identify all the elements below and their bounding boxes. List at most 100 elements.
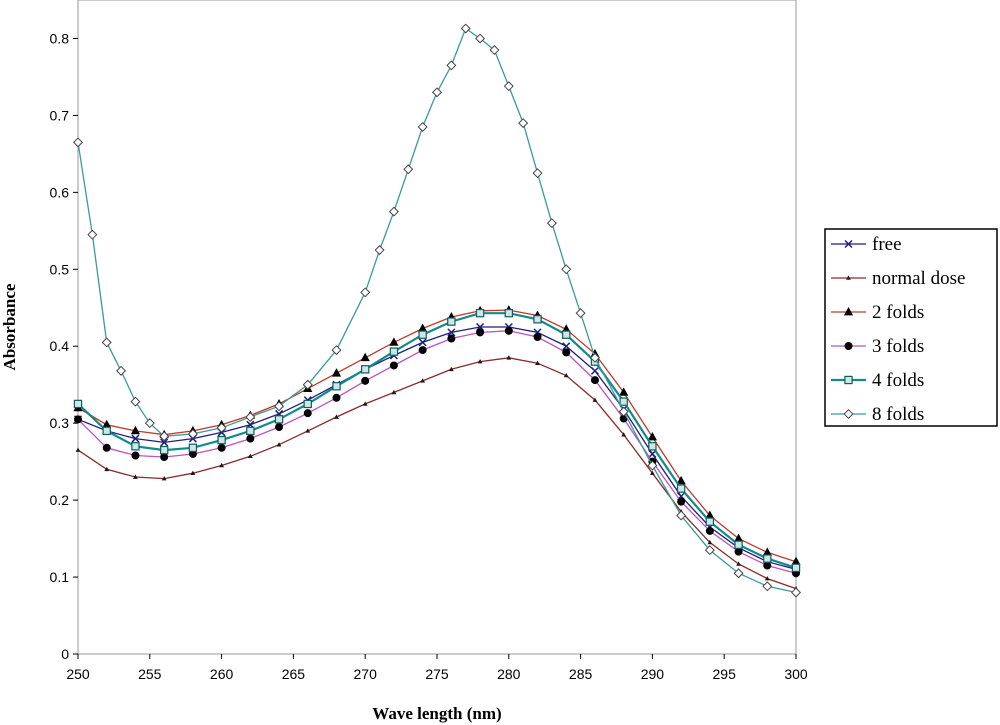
data-point: [104, 466, 110, 472]
data-point: [403, 164, 414, 175]
legend-item: free: [831, 234, 902, 255]
y-axis-title: Absorbance: [0, 283, 19, 370]
data-point: [332, 382, 341, 391]
data-point: [533, 315, 542, 324]
data-point: [790, 587, 802, 598]
legend-item: 8 folds: [831, 404, 924, 425]
data-point: [506, 355, 512, 360]
data-point: [276, 442, 282, 447]
data-point: [504, 326, 513, 335]
x-tick-label: 275: [425, 666, 449, 682]
data-point: [533, 333, 542, 342]
data-point: [187, 428, 198, 439]
data-point: [503, 81, 514, 92]
data-point: [360, 287, 371, 298]
y-tick-label: 0.2: [50, 492, 70, 508]
data-point: [733, 533, 744, 542]
y-tick-label: 0.7: [50, 107, 70, 123]
x-tick-label: 290: [641, 666, 665, 682]
data-point: [448, 366, 454, 372]
legend-label: free: [872, 234, 902, 255]
data-point: [590, 376, 599, 385]
data-point: [460, 23, 471, 34]
data-point: [87, 229, 98, 240]
data-point: [303, 399, 312, 409]
series-line: [77, 357, 797, 590]
data-point: [332, 393, 341, 402]
data-point: [133, 474, 138, 479]
data-point: [535, 360, 540, 365]
x-tick-label: 255: [138, 666, 162, 682]
data-point: [102, 426, 111, 436]
data-point: [592, 397, 598, 402]
data-point: [705, 517, 715, 526]
legend-item: 4 folds: [831, 370, 924, 391]
data-point: [246, 434, 255, 443]
data-point: [361, 365, 370, 374]
data-point: [676, 510, 687, 521]
data-point: [647, 460, 658, 471]
data-point: [217, 435, 226, 445]
data-point: [159, 431, 170, 442]
data-point: [447, 334, 456, 343]
data-point: [648, 442, 657, 451]
data-point: [190, 470, 196, 475]
data-point: [736, 561, 741, 566]
data-point: [274, 401, 285, 412]
data-point: [647, 432, 657, 441]
data-point: [360, 352, 370, 362]
x-tick-label: 250: [66, 666, 90, 682]
data-point: [131, 451, 140, 460]
y-tick-label: 0.5: [50, 261, 70, 277]
data-point: [705, 510, 715, 519]
data-point: [131, 434, 140, 443]
legend-label: 8 folds: [872, 404, 924, 425]
data-point: [546, 218, 557, 229]
data-point: [476, 328, 485, 337]
data-point: [762, 547, 772, 556]
data-point: [130, 425, 141, 435]
data-point: [562, 348, 571, 357]
data-point: [589, 352, 600, 363]
x-tick-label: 260: [210, 666, 234, 682]
data-point: [247, 453, 253, 459]
data-point: [707, 539, 713, 545]
data-point: [619, 397, 628, 406]
legend: free normal dose 2 folds 3 folds 4 folds 8 fo…: [824, 228, 998, 427]
series-3-folds: [74, 326, 800, 578]
data-point: [676, 475, 686, 485]
series-line: [77, 330, 797, 574]
data-point: [388, 206, 399, 217]
data-point: [418, 323, 428, 332]
legend-swatch-marker: [844, 375, 853, 385]
data-point: [562, 342, 571, 351]
data-point: [303, 409, 312, 418]
data-point: [704, 545, 715, 556]
x-tick-label: 280: [497, 666, 521, 682]
data-point: [130, 396, 141, 407]
x-tick-label: 295: [713, 666, 737, 682]
x-axis-title: Wave length (nm): [372, 704, 501, 723]
data-point: [73, 399, 83, 409]
data-point: [101, 337, 112, 348]
series-8-folds: [72, 23, 802, 598]
data-point: [418, 338, 427, 347]
data-point: [475, 33, 486, 44]
y-tick-label: 0.8: [50, 30, 70, 46]
data-point: [431, 87, 443, 98]
data-point: [131, 442, 140, 451]
series-line: [77, 309, 797, 563]
data-point: [305, 428, 311, 433]
x-tick-label: 285: [569, 666, 593, 682]
data-point: [518, 118, 529, 129]
data-point: [389, 347, 399, 356]
data-point: [275, 423, 284, 432]
data-point: [274, 415, 284, 424]
data-point: [477, 359, 483, 364]
series-4-folds: [73, 308, 801, 573]
data-point: [575, 308, 586, 319]
data-point: [447, 328, 456, 337]
data-point: [75, 447, 81, 452]
data-point: [302, 379, 313, 390]
